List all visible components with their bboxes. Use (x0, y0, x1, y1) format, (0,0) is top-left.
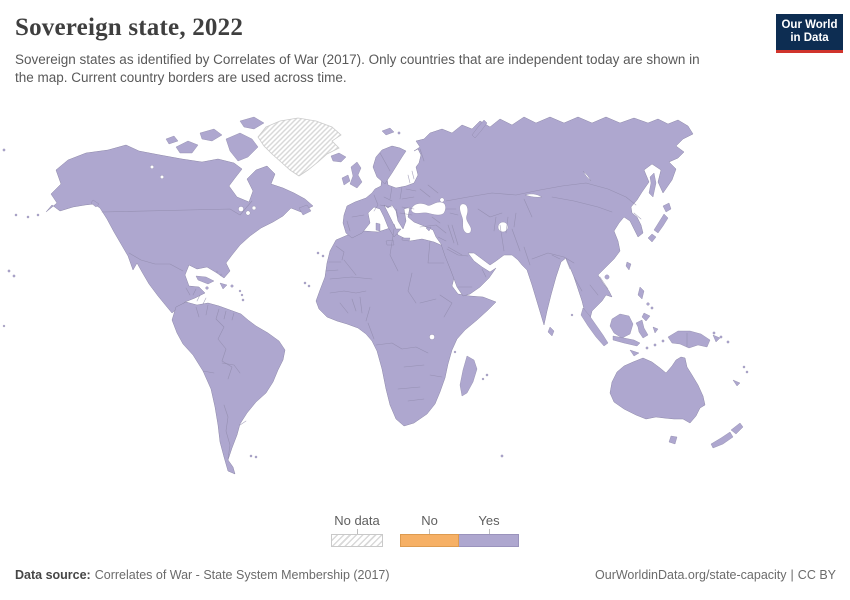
legend-yes-group[interactable]: Yes (459, 513, 519, 547)
region-south-america[interactable] (171, 301, 286, 475)
island-honshu[interactable] (653, 213, 669, 234)
island-parry[interactable] (199, 128, 223, 142)
legend-yes-label: Yes (478, 513, 500, 528)
legend-no-swatch[interactable] (400, 534, 459, 547)
island-borneo[interactable] (609, 313, 634, 339)
island-madagascar[interactable] (459, 355, 478, 397)
footer-separator: | (790, 568, 794, 582)
great-lakes-1 (238, 206, 244, 212)
lake-winnipeg (149, 165, 154, 170)
lake-victoria (429, 334, 435, 340)
legend-yes-swatch[interactable] (459, 534, 519, 547)
island-new-britain[interactable] (712, 334, 721, 343)
black-sea (410, 201, 446, 216)
island-baffin[interactable] (225, 132, 259, 162)
island-banks[interactable] (165, 135, 179, 145)
island-sumatra[interactable] (580, 307, 609, 347)
legend-tick (429, 529, 430, 534)
island-ellesmere[interactable] (239, 116, 265, 130)
island-java[interactable] (612, 335, 641, 347)
legend-tick (488, 529, 490, 534)
logo-line1: Our World (781, 19, 838, 31)
island-newfoundland[interactable] (298, 204, 312, 216)
region-greenland-no-data[interactable] (257, 117, 342, 177)
owid-logo[interactable]: Our World in Data (776, 14, 843, 53)
owid-url-link[interactable]: OurWorldinData.org/state-capacity (595, 568, 787, 582)
page-subtitle: Sovereign states as identified by Correl… (15, 52, 700, 85)
small-islands[interactable] (2, 131, 749, 459)
island-vancouver[interactable] (90, 199, 100, 208)
license-label: CC BY (797, 568, 836, 582)
island-tasmania[interactable] (668, 435, 678, 445)
island-crete[interactable] (401, 237, 411, 242)
caspian-sea (459, 203, 472, 234)
footer: Data source: Correlates of War - State Sy… (15, 568, 836, 582)
data-source-prefix: Data source: (15, 568, 91, 582)
sea-of-azov (439, 197, 445, 203)
island-sardinia[interactable] (375, 222, 381, 232)
legend-no-label: No (421, 513, 438, 528)
island-ireland[interactable] (341, 174, 351, 186)
island-sicily[interactable] (385, 239, 395, 246)
region-africa[interactable] (315, 223, 497, 427)
island-hokkaido[interactable] (662, 202, 672, 213)
island-great-britain[interactable] (349, 161, 363, 189)
island-taiwan[interactable] (625, 261, 632, 271)
island-new-guinea[interactable] (667, 330, 711, 349)
header: Sovereign state, 2022 Sovereign states a… (15, 14, 765, 87)
island-cuba[interactable] (195, 275, 215, 285)
logo-line2: in Data (790, 32, 829, 44)
island-hispaniola[interactable] (219, 282, 228, 290)
island-nz-north[interactable] (730, 422, 744, 435)
island-victoria[interactable] (175, 140, 199, 154)
island-novaya-zemlya[interactable] (471, 119, 488, 139)
region-scandinavia[interactable] (372, 145, 407, 185)
legend-no-data-label: No data (334, 513, 380, 528)
island-luzon[interactable] (637, 286, 645, 300)
data-source-text: Correlates of War - State System Members… (94, 568, 390, 582)
island-sakhalin[interactable] (648, 172, 657, 198)
lake-baikal (582, 170, 592, 182)
island-timor[interactable] (629, 349, 640, 357)
island-cyprus[interactable] (425, 226, 432, 232)
great-bear-lake (159, 174, 164, 179)
island-nz-south[interactable] (710, 431, 734, 449)
country-borders (101, 148, 688, 460)
island-new-caledonia[interactable] (732, 379, 741, 387)
world-map[interactable] (0, 105, 850, 505)
great-lakes-2 (245, 210, 251, 216)
legend-bar: No Yes (400, 513, 519, 547)
islands[interactable] (2, 116, 749, 459)
island-kyushu[interactable] (647, 233, 657, 243)
island-sri-lanka[interactable] (547, 326, 555, 337)
island-svalbard[interactable] (381, 127, 395, 136)
footer-credits: OurWorldinData.org/state-capacity | CC BY (595, 568, 836, 582)
world-map-svg[interactable] (0, 105, 850, 505)
great-lakes-3 (251, 205, 257, 211)
lake-balkhash (524, 193, 543, 198)
region-australia[interactable] (609, 356, 706, 424)
island-halmahera[interactable] (652, 326, 659, 334)
region-eurasia[interactable] (342, 116, 694, 326)
region-north-america[interactable] (45, 144, 314, 314)
island-sulawesi[interactable] (635, 319, 649, 339)
page-title: Sovereign state, 2022 (15, 14, 244, 41)
island-iceland[interactable] (330, 152, 347, 163)
map-legend: No data No Yes (331, 513, 519, 547)
data-source: Data source: Correlates of War - State Sy… (15, 568, 390, 582)
legend-no-data-swatch[interactable] (331, 534, 383, 547)
landmasses[interactable] (45, 116, 706, 475)
island-mindanao[interactable] (641, 312, 651, 322)
legend-no-group[interactable]: No (400, 513, 459, 547)
legend-no-data-group[interactable]: No data (331, 513, 383, 547)
legend-tick (356, 529, 358, 534)
